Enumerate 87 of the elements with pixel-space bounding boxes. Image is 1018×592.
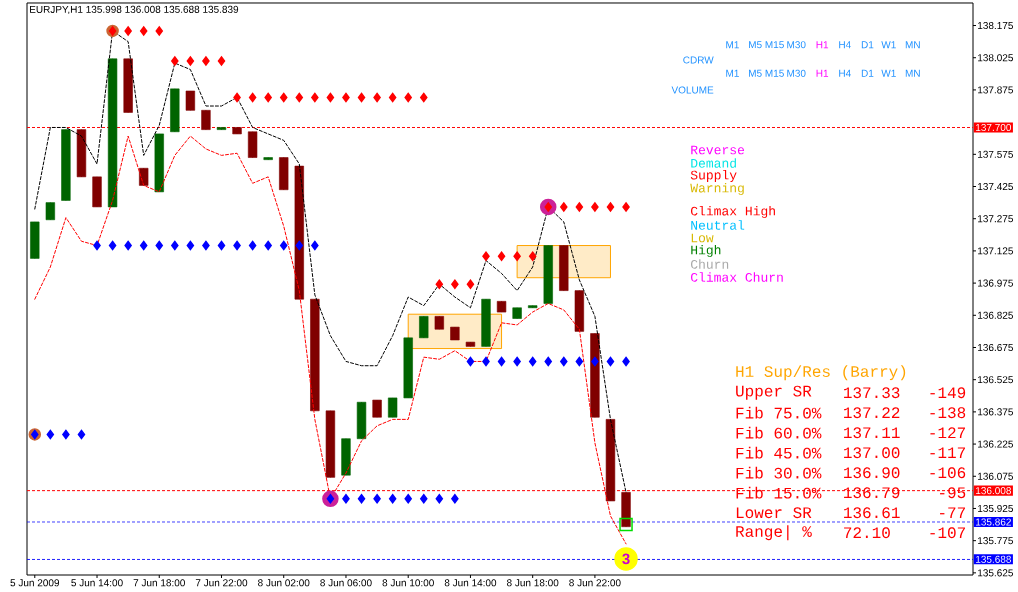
text: VOLUME <box>671 86 714 94</box>
x-tick-label: 7 Jun 18:00 <box>133 579 185 587</box>
text: Low <box>691 233 714 243</box>
ref-line-label: 135.862 <box>976 518 1011 526</box>
y-tick-label: 135.775 <box>978 537 1013 545</box>
text: H4 <box>839 41 851 49</box>
text: 72.10 <box>844 527 890 539</box>
text: 136.61 <box>844 507 900 519</box>
text: Warning <box>690 182 744 196</box>
y-tick-label: 136.225 <box>978 440 1013 448</box>
y-tick-label: 136.075 <box>978 472 1013 480</box>
x-tick-label: 7 Jun 22:00 <box>195 579 248 587</box>
chart-title: EURJPY,H1 135.998 136.008 135.688 135.839 <box>30 5 239 15</box>
text: Range| % <box>736 525 812 541</box>
text: D1 <box>861 41 874 49</box>
y-tick-label: 136.675 <box>978 343 1013 352</box>
text: High <box>691 244 721 258</box>
x-tick-label: 5 Jun 14:00 <box>71 579 123 587</box>
ref-line-label: 135.688 <box>976 555 1011 563</box>
text: MN <box>905 69 920 77</box>
text: W1 <box>881 69 896 77</box>
text: H1 <box>816 69 829 77</box>
text: 137.11 <box>844 427 900 439</box>
text: Reverse <box>691 145 745 155</box>
text: -106 <box>930 467 966 479</box>
y-tick-label: 135.925 <box>978 504 1013 513</box>
x-tick-label: 8 Jun 18:00 <box>506 579 559 587</box>
y-tick-label: 136.375 <box>978 408 1013 416</box>
text: Demand <box>691 158 736 168</box>
y-tick-label: 137.125 <box>978 247 1013 255</box>
text: Climax High <box>690 205 775 219</box>
annotation: 3 <box>622 553 630 565</box>
y-tick-label: 136.825 <box>978 311 1013 319</box>
text: -149 <box>930 387 966 399</box>
text: Churn <box>690 259 729 269</box>
x-tick-label: 8 Jun 06:00 <box>320 579 372 587</box>
text: Neutral <box>691 220 745 230</box>
text: Fib 75.0% <box>736 406 822 419</box>
x-tick-label: 8 Jun 10:00 <box>382 579 434 587</box>
y-tick-label: 137.425 <box>978 182 1013 191</box>
y-tick-label: 138.025 <box>978 54 1013 62</box>
text: 137.00 <box>844 447 900 459</box>
text: M30 <box>787 69 806 77</box>
x-tick-label: 8 Jun 02:00 <box>258 579 310 587</box>
text: M1 <box>726 69 739 77</box>
text: M30 <box>787 41 806 49</box>
text: MN <box>905 41 920 49</box>
text: -138 <box>930 407 966 419</box>
y-tick-label: 135.625 <box>978 569 1013 577</box>
text: 137.33 <box>844 387 900 399</box>
text: M5 <box>749 69 762 77</box>
y-tick-label: 138.175 <box>978 21 1013 30</box>
ref-line-label: 136.008 <box>976 487 1011 495</box>
text: -117 <box>930 447 965 458</box>
text: Upper SR <box>736 385 812 400</box>
x-tick-label: 8 Jun 14:00 <box>444 579 497 587</box>
text: H4 <box>839 69 851 77</box>
x-tick-label: 5 Jun 2009 <box>10 579 60 587</box>
text: Fib 45.0% <box>736 446 822 459</box>
text: Fib 60.0% <box>736 426 822 439</box>
text: M5 <box>749 41 762 49</box>
text: Lower SR <box>736 507 812 519</box>
text: 136.90 <box>844 467 900 479</box>
y-tick-label: 137.275 <box>978 215 1013 223</box>
text: M15 <box>765 41 784 49</box>
y-tick-label: 137.875 <box>978 86 1013 94</box>
text: -127 <box>930 427 965 439</box>
text: -107 <box>930 527 965 539</box>
text: Climax Churn <box>690 272 783 282</box>
text: 137.22 <box>844 407 900 419</box>
text: -77 <box>940 507 965 518</box>
text: H1 Sup/Res (Barry) <box>736 365 906 381</box>
text: D1 <box>861 69 874 77</box>
text: H1 <box>816 41 829 49</box>
text: CDRW <box>683 56 714 64</box>
ref-line-label: 137.700 <box>976 123 1012 132</box>
text: M15 <box>765 69 784 77</box>
text: W1 <box>881 41 896 49</box>
text: Fib 30.0% <box>736 466 822 479</box>
x-tick-label: 8 Jun 22:00 <box>569 579 621 587</box>
text: Supply <box>690 169 737 183</box>
y-tick-label: 136.975 <box>978 279 1013 287</box>
text: Fib 15.0% <box>736 486 822 499</box>
y-tick-label: 136.525 <box>978 376 1013 384</box>
y-tick-label: 137.575 <box>978 150 1013 158</box>
text: -95 <box>940 487 966 499</box>
text: M1 <box>726 41 739 49</box>
